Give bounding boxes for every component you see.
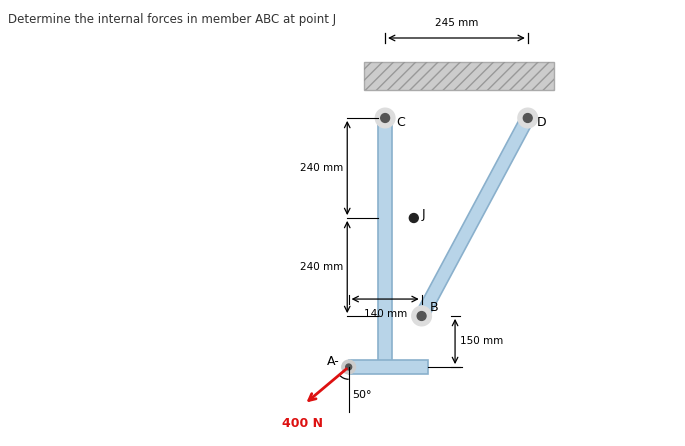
Circle shape bbox=[410, 214, 419, 223]
Circle shape bbox=[518, 108, 538, 128]
Text: 400 N: 400 N bbox=[282, 417, 323, 430]
Polygon shape bbox=[416, 115, 534, 319]
Bar bbox=[364, 62, 554, 90]
Bar bbox=[349, 360, 428, 374]
Circle shape bbox=[375, 108, 395, 128]
Text: 240 mm: 240 mm bbox=[299, 262, 342, 272]
Bar bbox=[378, 118, 392, 367]
Circle shape bbox=[346, 364, 351, 370]
Text: D: D bbox=[536, 116, 546, 129]
Text: 245 mm: 245 mm bbox=[435, 18, 478, 28]
Text: J: J bbox=[422, 208, 425, 221]
Circle shape bbox=[523, 114, 532, 122]
Circle shape bbox=[412, 306, 432, 326]
Circle shape bbox=[381, 114, 390, 122]
Circle shape bbox=[342, 360, 356, 374]
Text: Determine the internal forces in member ABC at point J: Determine the internal forces in member … bbox=[8, 13, 336, 26]
Text: A-: A- bbox=[327, 355, 340, 368]
Bar bbox=[364, 62, 554, 90]
Circle shape bbox=[417, 312, 426, 320]
Text: 240 mm: 240 mm bbox=[299, 163, 342, 173]
Text: C: C bbox=[397, 116, 405, 129]
Text: B: B bbox=[429, 301, 438, 314]
Text: 140 mm: 140 mm bbox=[364, 309, 407, 319]
Text: 150 mm: 150 mm bbox=[460, 336, 503, 347]
Text: 50°: 50° bbox=[352, 390, 372, 400]
